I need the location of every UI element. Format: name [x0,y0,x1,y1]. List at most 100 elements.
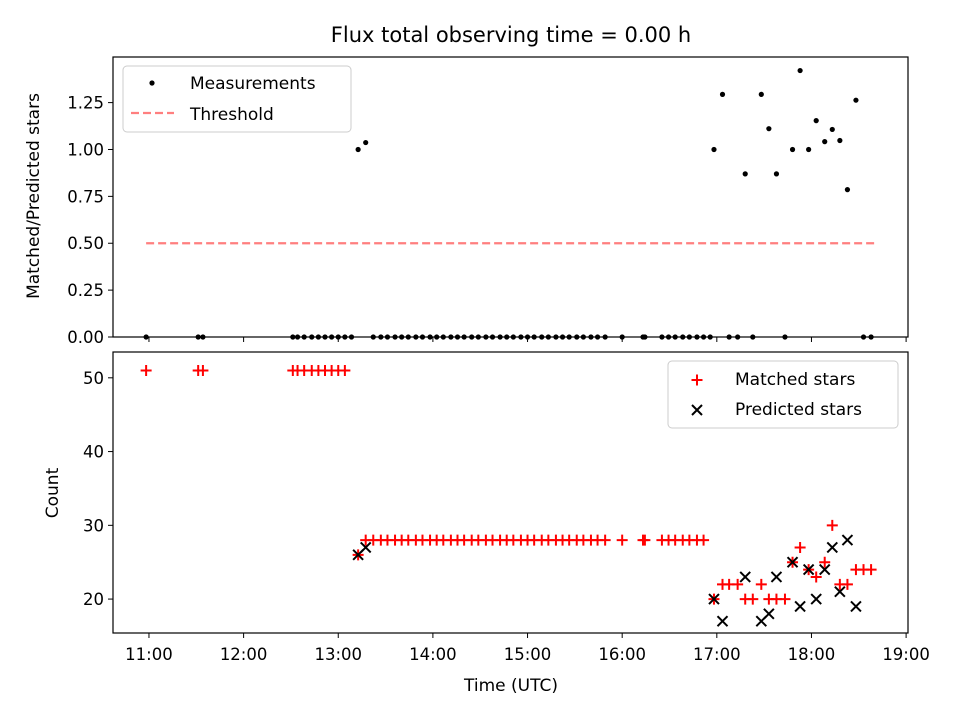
measurement-point [860,334,867,340]
x-tick-label: 13:00 [314,645,362,664]
predicted-star-marker [810,593,822,605]
measurement-point [672,334,678,340]
matched-star-marker [339,364,351,376]
x-tick-label: 15:00 [504,645,552,664]
matched-star-marker [616,534,628,546]
predicted-star-marker [802,563,815,576]
measurement-point [329,334,335,340]
measurement-point [483,334,489,340]
matched-star-marker [639,534,651,546]
bottom-panel: 20 30 40 50 11:00 12:00 13:00 14:00 15:00 16:00 17… [83,351,930,664]
measurement-point [782,334,788,340]
legend-box [122,65,352,133]
top-legend: Measurements Threshold [122,65,352,133]
measurement-point [440,334,446,340]
measurement-point [707,334,713,340]
chart-title: Flux total observing time = 0.00 h [331,23,691,47]
measurement-point [399,334,405,340]
measurement-point [659,334,665,340]
measurement-point [195,334,201,340]
measurement-point [384,334,391,340]
matched-star-marker [779,593,791,605]
x-tick-label: 19:00 [882,645,930,664]
measurement-point [301,334,307,340]
measurement-point [405,334,411,340]
measurement-point [378,334,384,340]
y-tick-label: 50 [83,369,104,388]
measurement-point [348,334,355,340]
measurement-point [574,334,580,340]
legend-measurements-label: Measurements [190,74,316,94]
predicted-star-marker [794,600,806,613]
measurement-point [510,334,516,340]
matched-star-marker [747,593,759,605]
matched-star-marker [826,519,838,531]
measurement-point [766,126,772,132]
y-tick-label: 1.00 [67,140,104,159]
measurement-point [200,334,206,340]
predicted-star-marker [850,600,862,613]
y-tick-label: 30 [83,516,104,535]
x-tick-label: 11:00 [125,645,173,664]
measurement-point [545,334,551,340]
measurement-point [290,334,296,340]
y-tick-label: 0.25 [67,281,104,300]
measurement-point [531,334,537,340]
measurement-point [694,334,700,340]
measurement-point [789,146,796,153]
matched-star-marker [810,571,822,583]
measurement-point [469,334,475,340]
measurement-point [665,334,672,340]
measurement-point [413,334,419,340]
measurement-point [294,334,301,340]
measurement-point [322,334,328,340]
legend-predicted-label: Predicted stars [735,400,862,420]
measurement-point [686,334,692,340]
y-tick-label: 0.00 [67,328,104,347]
measurement-point [553,334,559,340]
matched-star-marker [755,578,767,590]
matched-star-marker [732,578,744,590]
matched-star-marker [698,534,710,546]
measurement-point [829,126,835,133]
measurement-point [580,334,586,340]
predicted-star-marker [786,556,799,568]
x-tick-label: 12:00 [220,645,268,664]
top-y-axis-label: Matched/Predicted stars [24,93,44,299]
measurement-point [309,334,315,340]
measurement-point [853,97,859,103]
measurement-point [497,334,503,340]
bottom-y-axis-label: Count [43,467,63,518]
x-axis-label: Time (UTC) [463,676,558,696]
measurement-point [524,334,531,340]
legend-threshold-label: Threshold [189,105,274,125]
bottom-legend: Matched stars Predicted stars [667,360,899,429]
x-tick-label: 18:00 [788,645,836,664]
measurement-point [680,334,686,340]
measurement-point [392,334,398,340]
measurement-point [588,334,594,340]
measurement-point [642,334,648,340]
measurement-point [742,171,748,177]
measurement-point [454,334,461,340]
measurement-point [822,139,828,145]
y-tick-label: 1.25 [67,94,104,113]
measurement-point [559,334,566,340]
measurement-point [427,334,433,340]
predicted-star-marker [770,571,783,583]
matched-star-marker [841,578,853,590]
measurement-point [844,187,851,193]
legend-measurement-marker [149,80,155,86]
measurement-point [726,334,732,340]
predicted-star-marker [739,571,751,583]
measurement-point [504,334,510,340]
x-tick-label: 14:00 [409,645,457,664]
measurement-point [143,334,149,340]
y-tick-label: 20 [83,590,104,609]
measurement-point [806,146,812,153]
measurement-point [711,146,717,153]
measurement-point [355,146,361,153]
measurement-point [448,334,454,340]
measurement-point [489,334,496,340]
